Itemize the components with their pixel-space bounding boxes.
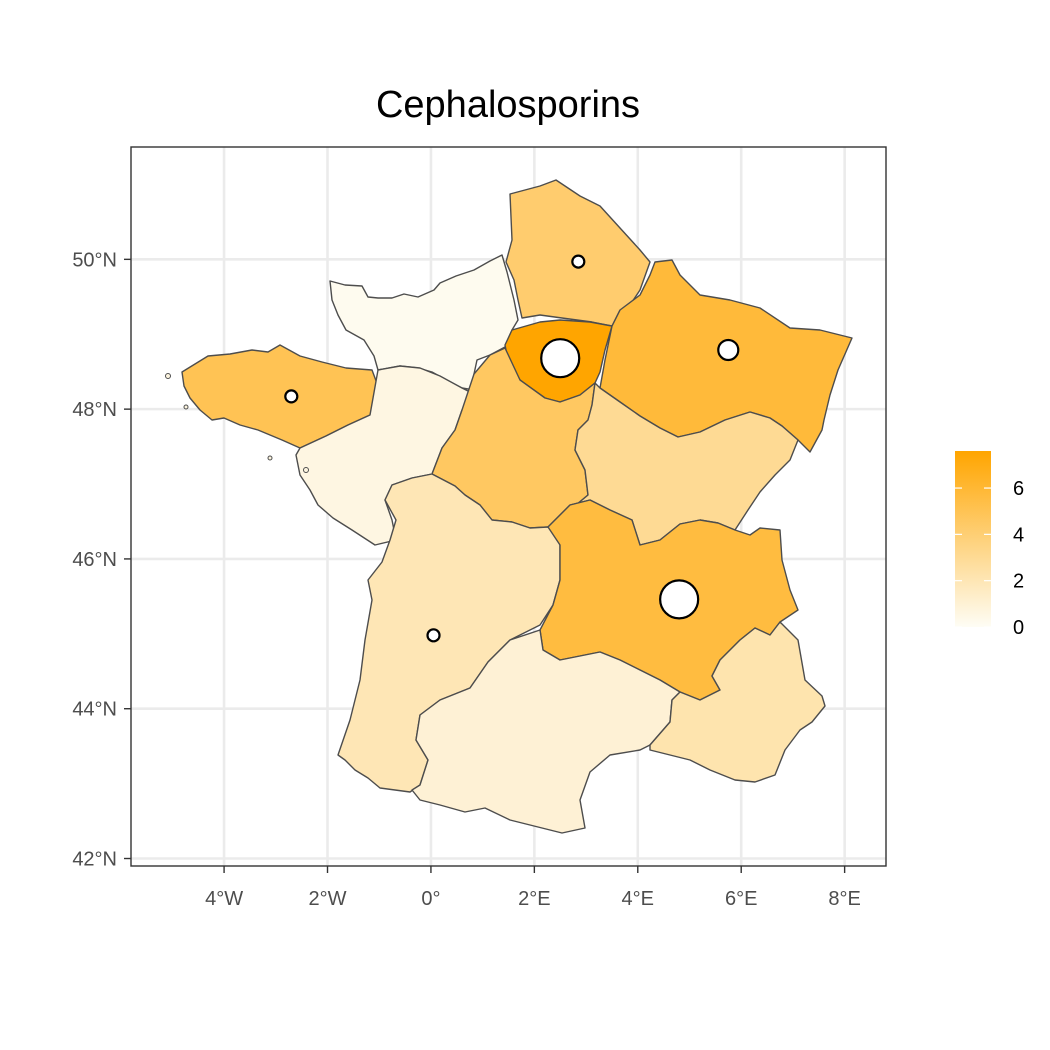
colorbar-legend: 6 4 2 0 — [955, 451, 1024, 639]
y-tick-label: 48°N — [72, 399, 117, 421]
y-tick-label: 50°N — [72, 249, 117, 271]
x-tick-label: 4°E — [622, 888, 654, 910]
y-axis: 50°N 48°N 46°N 44°N 42°N — [72, 249, 131, 871]
plot-border — [130, 146, 887, 867]
map-point — [659, 579, 700, 620]
x-tick-label: 2°W — [309, 888, 347, 910]
legend-tick-label: 0 — [1013, 617, 1024, 639]
legend-tick-label: 6 — [1013, 478, 1024, 500]
legend-tick-label: 4 — [1013, 524, 1024, 546]
legend-tick-label: 2 — [1013, 571, 1024, 593]
x-tick-label: 6°E — [725, 888, 757, 910]
map-point — [284, 389, 299, 404]
x-tick-label: 8°E — [828, 888, 860, 910]
x-axis: 4°W 2°W 0° 2°E 4°E 6°E 8°E — [205, 866, 861, 910]
map-point — [426, 628, 441, 643]
map-title: Cephalosporins — [375, 84, 641, 126]
x-tick-label: 0° — [421, 888, 440, 910]
map-point — [540, 338, 581, 379]
x-tick-label: 2°E — [518, 888, 550, 910]
y-tick-label: 42°N — [72, 849, 117, 871]
x-tick-label: 4°W — [205, 888, 243, 910]
map-point — [571, 254, 586, 269]
y-tick-label: 44°N — [72, 699, 117, 721]
region-pays-de-la-loire[interactable] — [295, 365, 475, 546]
y-tick-label: 46°N — [72, 549, 117, 571]
point-layer — [284, 254, 740, 643]
colorbar — [955, 451, 991, 627]
map-point — [717, 338, 740, 362]
coastal-islands — [165, 373, 309, 473]
region-provence-alpes-cote-d-azur[interactable] — [649, 621, 826, 783]
